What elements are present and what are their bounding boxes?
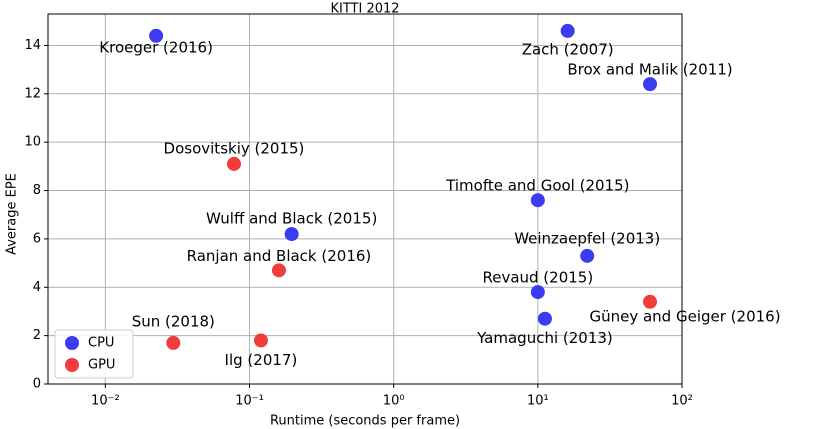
- point-label: Güney and Geiger (2016): [589, 307, 780, 325]
- y-tick-label: 12: [24, 86, 41, 101]
- point-label: Wulff and Black (2015): [206, 210, 377, 228]
- legend-label: GPU: [88, 358, 115, 373]
- legend-marker: [65, 358, 79, 372]
- point-label: Yamaguchi (2013): [476, 329, 613, 347]
- x-tick-label: 10⁻¹: [235, 394, 264, 409]
- point: [530, 285, 545, 300]
- plot-frame: [47, 13, 683, 385]
- point-label: Revaud (2015): [482, 269, 593, 287]
- y-tick-label: 8: [33, 183, 41, 198]
- chart-title: KITTI 2012: [330, 2, 399, 17]
- point-label: Ilg (2017): [225, 351, 298, 369]
- y-tick-label: 2: [33, 328, 41, 343]
- point-label: Ranjan and Black (2016): [187, 247, 372, 265]
- point: [271, 263, 286, 278]
- point-label: Kroeger (2016): [99, 38, 213, 56]
- point: [643, 294, 658, 309]
- point-label: Timofte and Gool (2015): [445, 177, 629, 195]
- x-tick-label: 10²: [671, 394, 693, 409]
- point: [560, 23, 575, 38]
- point: [166, 335, 181, 350]
- point-label: Sun (2018): [132, 312, 215, 330]
- legend-label: CPU: [88, 336, 114, 351]
- y-tick-label: 6: [33, 231, 41, 246]
- y-tick-label: 4: [33, 280, 41, 295]
- point: [226, 156, 241, 171]
- point: [253, 333, 268, 348]
- x-tick-label: 10⁻²: [91, 394, 120, 409]
- point-label: Zach (2007): [522, 40, 614, 58]
- y-tick-label: 0: [33, 377, 41, 392]
- point-label: Dosovitskiy (2015): [164, 139, 305, 157]
- point: [643, 77, 658, 92]
- y-tick-label: 10: [24, 135, 41, 150]
- x-axis-label: Runtime (seconds per frame): [270, 414, 460, 429]
- point: [530, 193, 545, 208]
- point: [580, 248, 595, 263]
- point: [149, 28, 164, 43]
- point-label: Weinzaepfel (2013): [514, 229, 660, 247]
- point-label: Brox and Malik (2011): [567, 61, 732, 79]
- legend-marker: [65, 336, 79, 350]
- point: [537, 311, 552, 326]
- y-axis-label: Average EPE: [5, 173, 20, 255]
- x-tick-label: 10¹: [527, 394, 549, 409]
- y-tick-label: 14: [24, 38, 41, 53]
- point: [284, 227, 299, 242]
- x-tick-label: 10⁰: [383, 394, 405, 409]
